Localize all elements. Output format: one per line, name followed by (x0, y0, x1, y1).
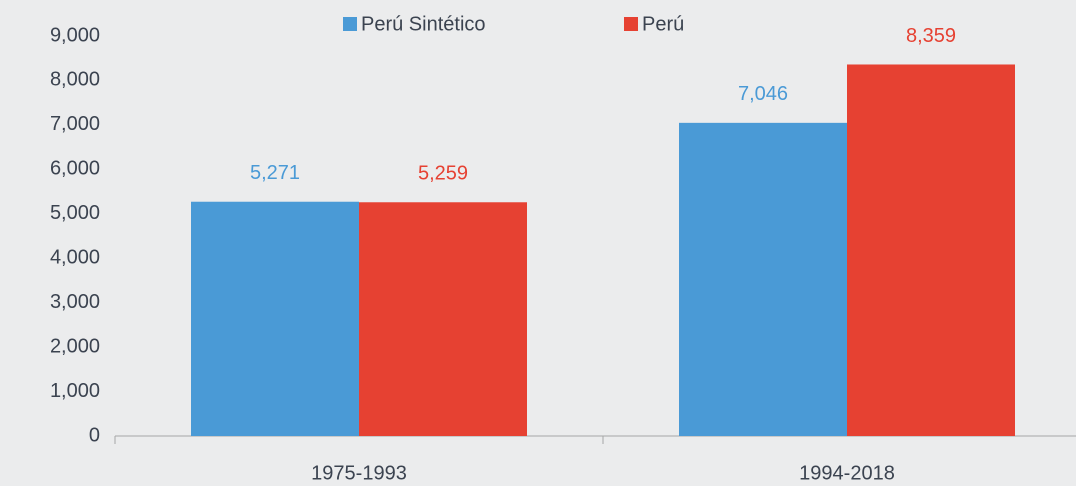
legend-swatch (343, 17, 357, 31)
y-tick-label: 1,000 (50, 380, 100, 402)
data-label: 8,359 (906, 25, 956, 47)
data-label: 7,046 (738, 83, 788, 105)
y-tick-label: 8,000 (50, 69, 100, 91)
y-tick-label: 7,000 (50, 113, 100, 135)
bar (847, 64, 1015, 436)
bar (359, 202, 527, 436)
y-tick-label: 2,000 (50, 335, 100, 357)
legend-swatch (624, 17, 638, 31)
y-tick-label: 0 (89, 424, 100, 446)
x-tick-label: 1994-2018 (799, 462, 895, 484)
legend-label: Perú Sintético (361, 13, 486, 35)
y-tick-label: 9,000 (50, 24, 100, 46)
bar (679, 122, 847, 436)
data-label: 5,271 (250, 162, 300, 184)
data-label: 5,259 (418, 163, 468, 185)
legend-label: Perú (642, 13, 684, 35)
bar (191, 201, 359, 436)
y-tick-label: 3,000 (50, 291, 100, 313)
y-tick-label: 4,000 (50, 247, 100, 269)
x-tick-label: 1975-1993 (311, 462, 407, 484)
y-tick-label: 5,000 (50, 202, 100, 224)
y-tick-label: 6,000 (50, 158, 100, 180)
